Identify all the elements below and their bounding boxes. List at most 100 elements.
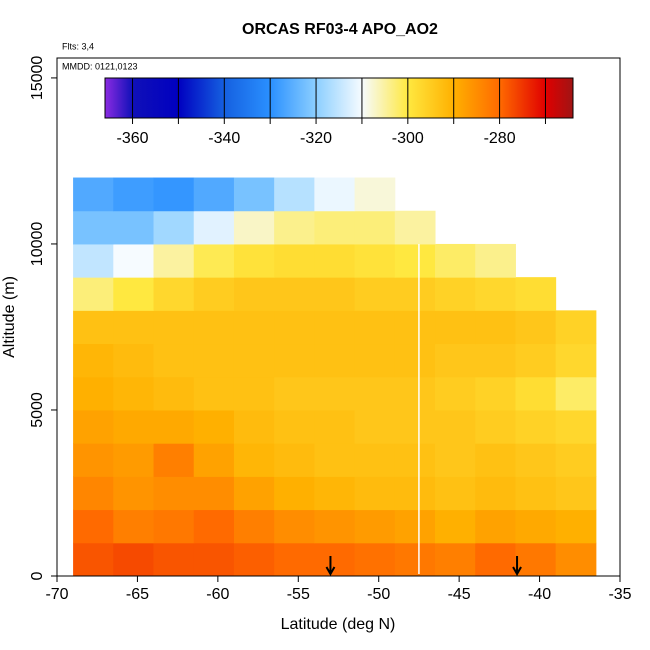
cell: [233, 376, 275, 411]
colorbar-tick-label: -280: [484, 130, 516, 147]
cell: [153, 210, 195, 245]
cell: [274, 177, 315, 212]
cell: [113, 542, 155, 577]
cell: [73, 343, 114, 378]
cell: [233, 277, 275, 311]
colorbar: [104, 77, 574, 119]
cell: [435, 409, 476, 444]
cell: [394, 243, 436, 278]
cell: [555, 310, 597, 345]
cell: [354, 409, 396, 444]
cell: [475, 509, 516, 544]
cell: [435, 243, 476, 278]
cell: [193, 409, 235, 444]
cell: [354, 476, 396, 511]
chart-title: ORCAS RF03-4 APO_AO2: [242, 21, 438, 38]
arrow: [325, 556, 336, 577]
x-tick-label: -70: [45, 586, 68, 603]
cell: [113, 376, 155, 411]
cell: [555, 376, 597, 411]
cell: [515, 542, 557, 577]
cell: [475, 310, 516, 345]
cell: [515, 310, 557, 345]
cell: [193, 476, 235, 511]
cell: [475, 542, 516, 577]
cell: [394, 509, 436, 544]
cell: [314, 409, 356, 444]
cell: [475, 476, 516, 511]
cell: [153, 509, 195, 544]
cell: [193, 243, 235, 278]
cell: [394, 542, 436, 577]
cell: [153, 409, 195, 444]
cell: [153, 243, 195, 278]
cell: [394, 343, 436, 378]
cell: [193, 509, 235, 544]
cell: [193, 210, 235, 245]
cell: [233, 409, 275, 444]
cell: [153, 542, 195, 577]
cell: [515, 343, 557, 378]
cell: [233, 509, 275, 544]
cell: [193, 376, 235, 411]
cell: [193, 443, 235, 477]
cell: [314, 509, 356, 544]
cell: [153, 443, 195, 477]
cell: [233, 443, 275, 477]
cell: [515, 376, 557, 411]
plot-frame: [56, 57, 621, 577]
cell: [113, 177, 155, 212]
cell: [354, 542, 396, 577]
cell: [354, 509, 396, 544]
cell: [274, 343, 315, 378]
cell: [394, 310, 436, 345]
cell: [113, 243, 155, 278]
cell: [314, 210, 356, 245]
cell: [515, 476, 557, 511]
cell: [555, 476, 597, 511]
cell: [274, 310, 315, 345]
cell: [354, 376, 396, 411]
cell: [515, 409, 557, 444]
cell: [475, 376, 516, 411]
cell: [73, 277, 114, 311]
cell: [153, 476, 195, 511]
cell: [354, 343, 396, 378]
cell: [435, 476, 476, 511]
cell: [233, 476, 275, 511]
cell: [314, 476, 356, 511]
dates-label: MMDD: 0121,0123: [62, 61, 138, 71]
cell: [354, 177, 396, 212]
cell: [274, 409, 315, 444]
cell: [555, 443, 597, 477]
x-tick-label: -55: [287, 586, 310, 603]
cell: [233, 542, 275, 577]
colorbar-tick-label: -320: [300, 130, 332, 147]
heatmap: [73, 177, 597, 577]
cell: [394, 210, 436, 245]
cell: [153, 343, 195, 378]
x-axis-label: Latitude (deg N): [281, 616, 396, 633]
y-tick-label: 0: [29, 571, 46, 580]
cell: [73, 509, 114, 544]
cell: [354, 443, 396, 477]
cell: [73, 376, 114, 411]
y-axis-label: Altitude (m): [1, 276, 18, 358]
cell: [113, 210, 155, 245]
cell: [274, 277, 315, 311]
cell: [73, 476, 114, 511]
cell: [475, 243, 516, 278]
cell: [314, 243, 356, 278]
colorbar-tick-label: -300: [392, 130, 424, 147]
cell: [193, 343, 235, 378]
cell: [73, 409, 114, 444]
cell: [314, 542, 356, 577]
y-tick-label: 5000: [29, 392, 46, 428]
arrow: [512, 556, 522, 577]
cell: [435, 542, 476, 577]
cell: [73, 542, 114, 577]
cell: [354, 210, 396, 245]
cell: [153, 277, 195, 311]
overlay: [325, 243, 522, 577]
cell: [475, 277, 516, 311]
